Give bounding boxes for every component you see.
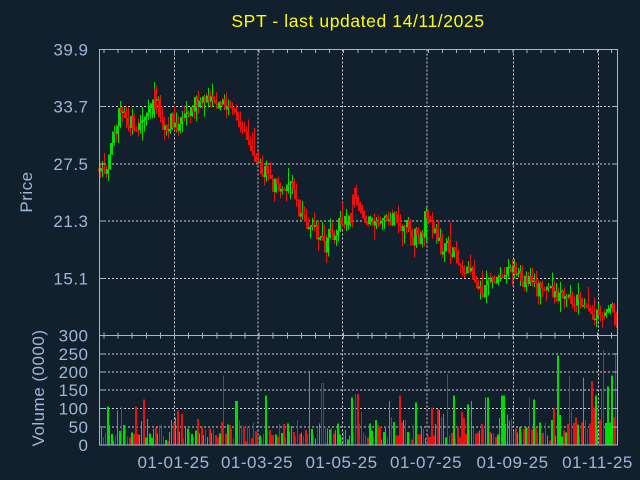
svg-text:Price: Price (17, 171, 36, 212)
svg-text:0: 0 (79, 436, 89, 455)
svg-text:300: 300 (59, 327, 89, 346)
svg-text:01-01-25: 01-01-25 (137, 453, 209, 472)
svg-text:01-05-25: 01-05-25 (305, 453, 377, 472)
svg-text:01-07-25: 01-07-25 (390, 453, 462, 472)
svg-text:SPT - last updated 14/11/2025: SPT - last updated 14/11/2025 (231, 11, 484, 31)
svg-text:01-03-25: 01-03-25 (221, 453, 293, 472)
svg-text:50: 50 (69, 418, 89, 437)
svg-text:21.3: 21.3 (53, 212, 88, 231)
svg-text:100: 100 (59, 400, 89, 419)
svg-text:01-09-25: 01-09-25 (476, 453, 548, 472)
svg-text:33.7: 33.7 (53, 98, 88, 117)
svg-text:200: 200 (59, 363, 89, 382)
svg-text:250: 250 (59, 345, 89, 364)
svg-text:150: 150 (59, 381, 89, 400)
svg-text:39.9: 39.9 (53, 41, 88, 60)
svg-text:15.1: 15.1 (53, 269, 88, 288)
svg-text:27.5: 27.5 (53, 155, 88, 174)
svg-text:01-11-25: 01-11-25 (562, 453, 633, 472)
svg-text:Volume (0000): Volume (0000) (29, 329, 48, 446)
